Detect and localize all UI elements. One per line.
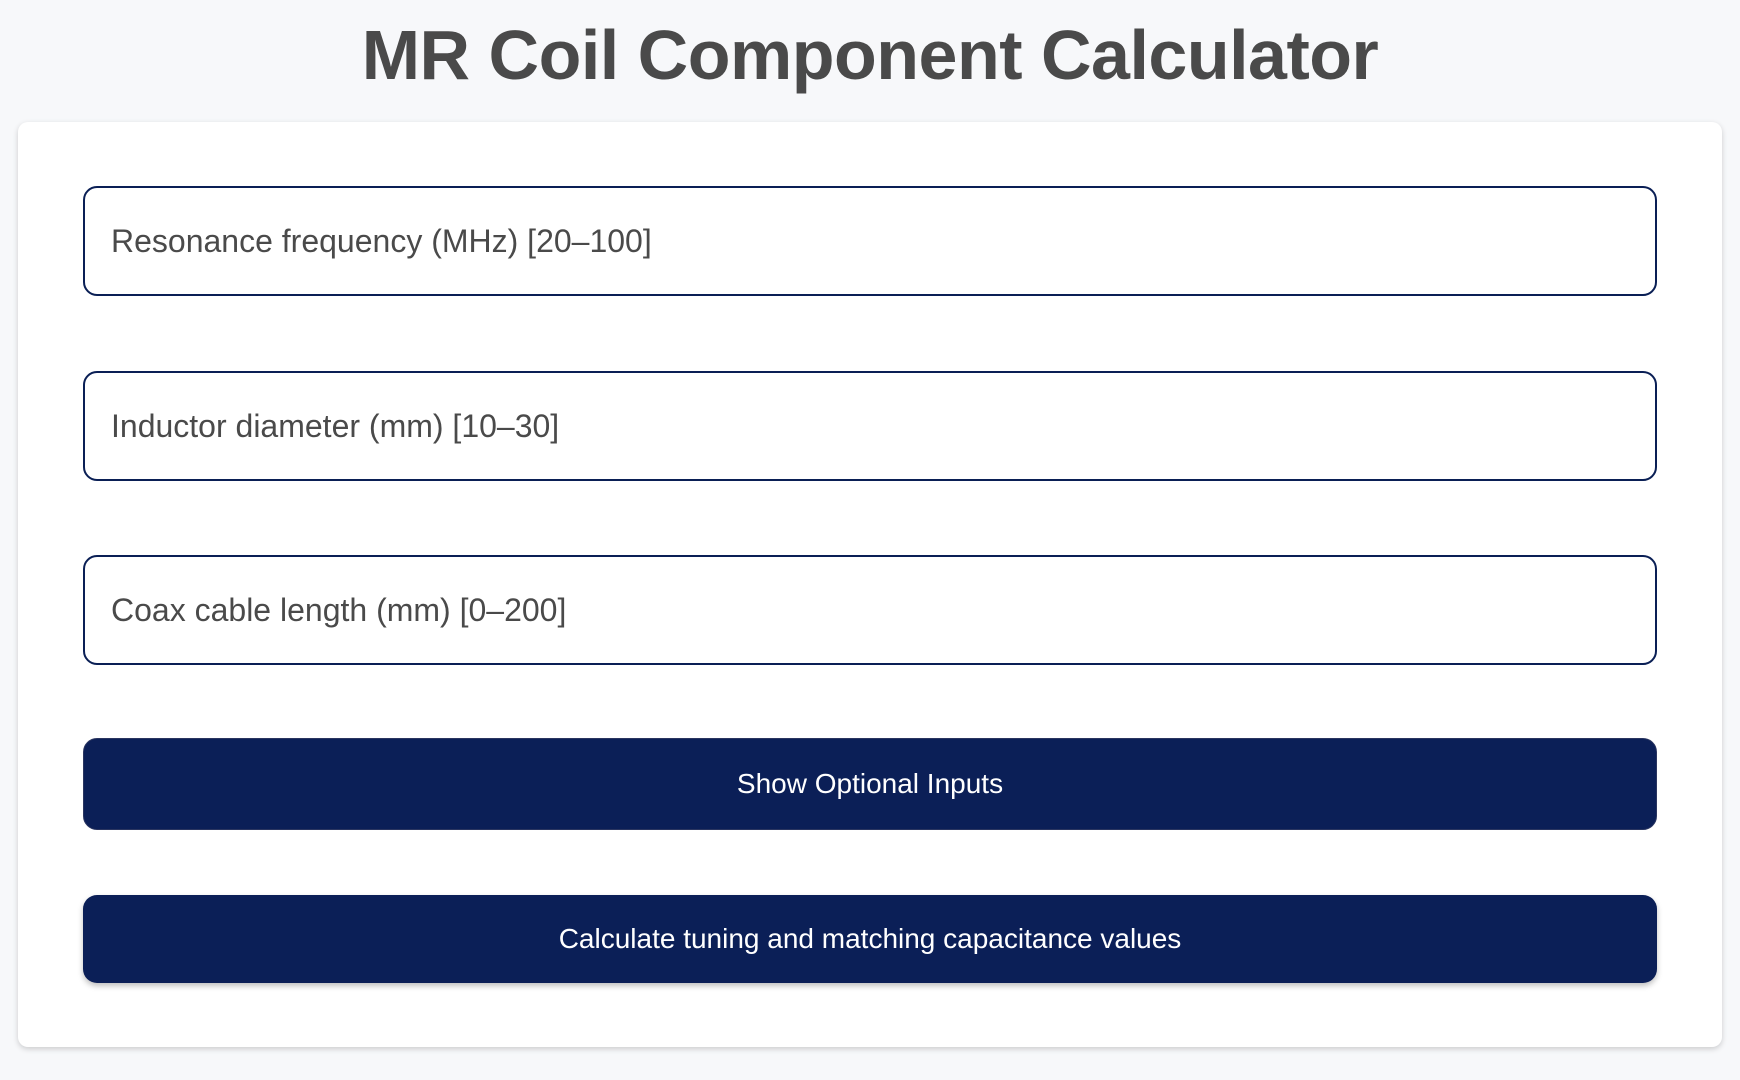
calculate-button[interactable]: Calculate tuning and matching capacitanc… — [83, 895, 1657, 983]
inductor-diameter-input[interactable] — [83, 371, 1657, 481]
resonance-frequency-input[interactable] — [83, 186, 1657, 296]
show-optional-inputs-button[interactable]: Show Optional Inputs — [83, 738, 1657, 830]
page-title: MR Coil Component Calculator — [361, 16, 1379, 94]
calculator-card: Show Optional Inputs Calculate tuning an… — [18, 122, 1722, 1047]
coax-cable-length-input[interactable] — [83, 555, 1657, 665]
